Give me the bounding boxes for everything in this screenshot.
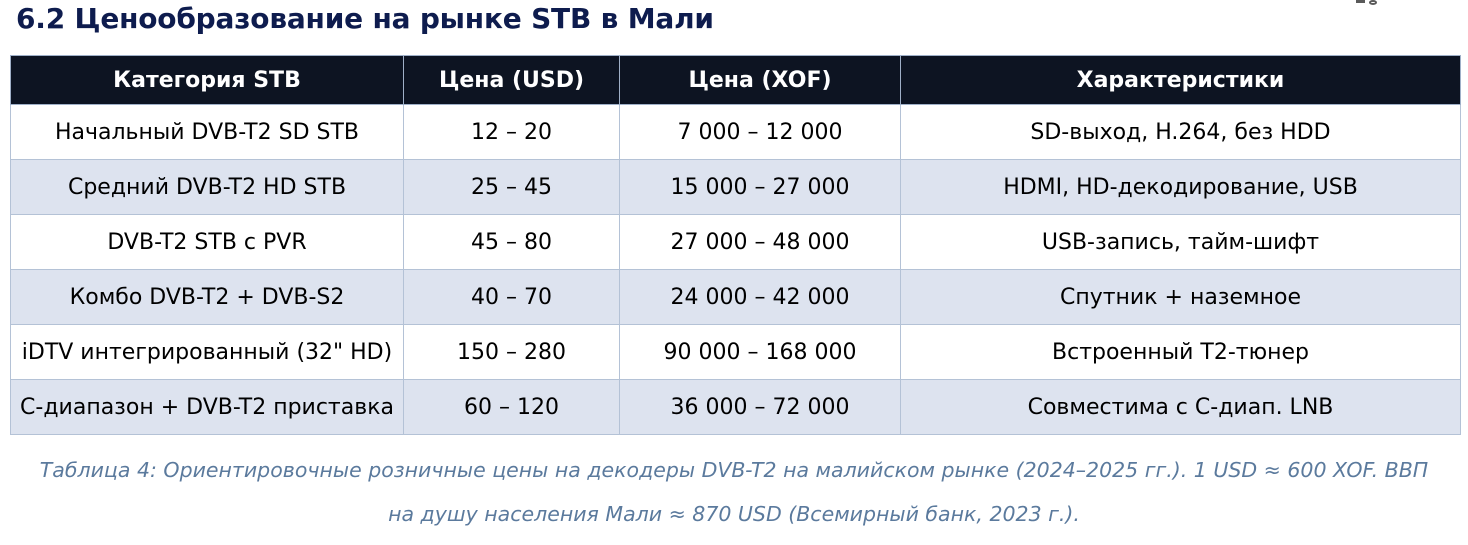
table-row: Средний DVB-T2 HD STB 25 – 45 15 000 – 27 … xyxy=(10,159,1461,215)
table-caption: Таблица 4: Ориентировочные розничные цен… xyxy=(39,458,1429,526)
table-cell: 27 000 – 48 000 xyxy=(619,214,901,270)
clipped-text-fragment xyxy=(1356,0,1382,5)
table-cell: 40 – 70 xyxy=(403,269,620,325)
table-cell: 7 000 – 12 000 xyxy=(619,104,901,160)
table-cell: C-диапазон + DVB-T2 приставка xyxy=(10,379,404,435)
table-cell: DVB-T2 STB с PVR xyxy=(10,214,404,270)
table-cell: iDTV интегрированный (32" HD) xyxy=(10,324,404,380)
table-cell: Встроенный Т2-тюнер xyxy=(900,324,1461,380)
table-row: DVB-T2 STB с PVR 45 – 80 27 000 – 48 000 US… xyxy=(10,214,1461,270)
table-row: Начальный DVB-T2 SD STB 12 – 20 7 000 – 12… xyxy=(10,104,1461,160)
table-row: iDTV интегрированный (32" HD) 150 – 280 90… xyxy=(10,324,1461,380)
table-cell: Спутник + наземное xyxy=(900,269,1461,325)
table-row: Комбо DVB-T2 + DVB-S2 40 – 70 24 000 – 42 … xyxy=(10,269,1461,325)
table-cell: 60 – 120 xyxy=(403,379,620,435)
clipped-glyph-dash xyxy=(1356,0,1365,3)
table-cell: 24 000 – 42 000 xyxy=(619,269,901,325)
clipped-glyph-o xyxy=(1369,0,1377,5)
table-header-row: Категория STB Цена (USD) Цена (XOF) Хара… xyxy=(10,55,1461,105)
table-cell: 15 000 – 27 000 xyxy=(619,159,901,215)
table-cell: 12 – 20 xyxy=(403,104,620,160)
column-header-category: Категория STB xyxy=(10,55,404,105)
table-cell: Средний DVB-T2 HD STB xyxy=(10,159,404,215)
table-cell: Совместима с C-диап. LNB xyxy=(900,379,1461,435)
column-header-features: Характеристики xyxy=(900,55,1461,105)
table-cell: 150 – 280 xyxy=(403,324,620,380)
table-body: Начальный DVB-T2 SD STB 12 – 20 7 000 – 12… xyxy=(10,104,1461,435)
column-header-price-usd: Цена (USD) xyxy=(403,55,620,105)
table-row: C-диапазон + DVB-T2 приставка 60 – 120 36 … xyxy=(10,379,1461,435)
table-cell: 36 000 – 72 000 xyxy=(619,379,901,435)
table-cell: 25 – 45 xyxy=(403,159,620,215)
table-cell: 90 000 – 168 000 xyxy=(619,324,901,380)
table-cell: HDMI, HD-декодирование, USB xyxy=(900,159,1461,215)
table-cell: SD-выход, H.264, без HDD xyxy=(900,104,1461,160)
column-header-price-xof: Цена (XOF) xyxy=(619,55,901,105)
table-cell: 45 – 80 xyxy=(403,214,620,270)
stb-pricing-table: Категория STB Цена (USD) Цена (XOF) Хара… xyxy=(10,55,1461,435)
table-cell: Комбо DVB-T2 + DVB-S2 xyxy=(10,269,404,325)
table-cell: Начальный DVB-T2 SD STB xyxy=(10,104,404,160)
section-title: 6.2 Ценообразование на рынке STB в Мали xyxy=(16,2,714,35)
table-cell: USB-запись, тайм-шифт xyxy=(900,214,1461,270)
